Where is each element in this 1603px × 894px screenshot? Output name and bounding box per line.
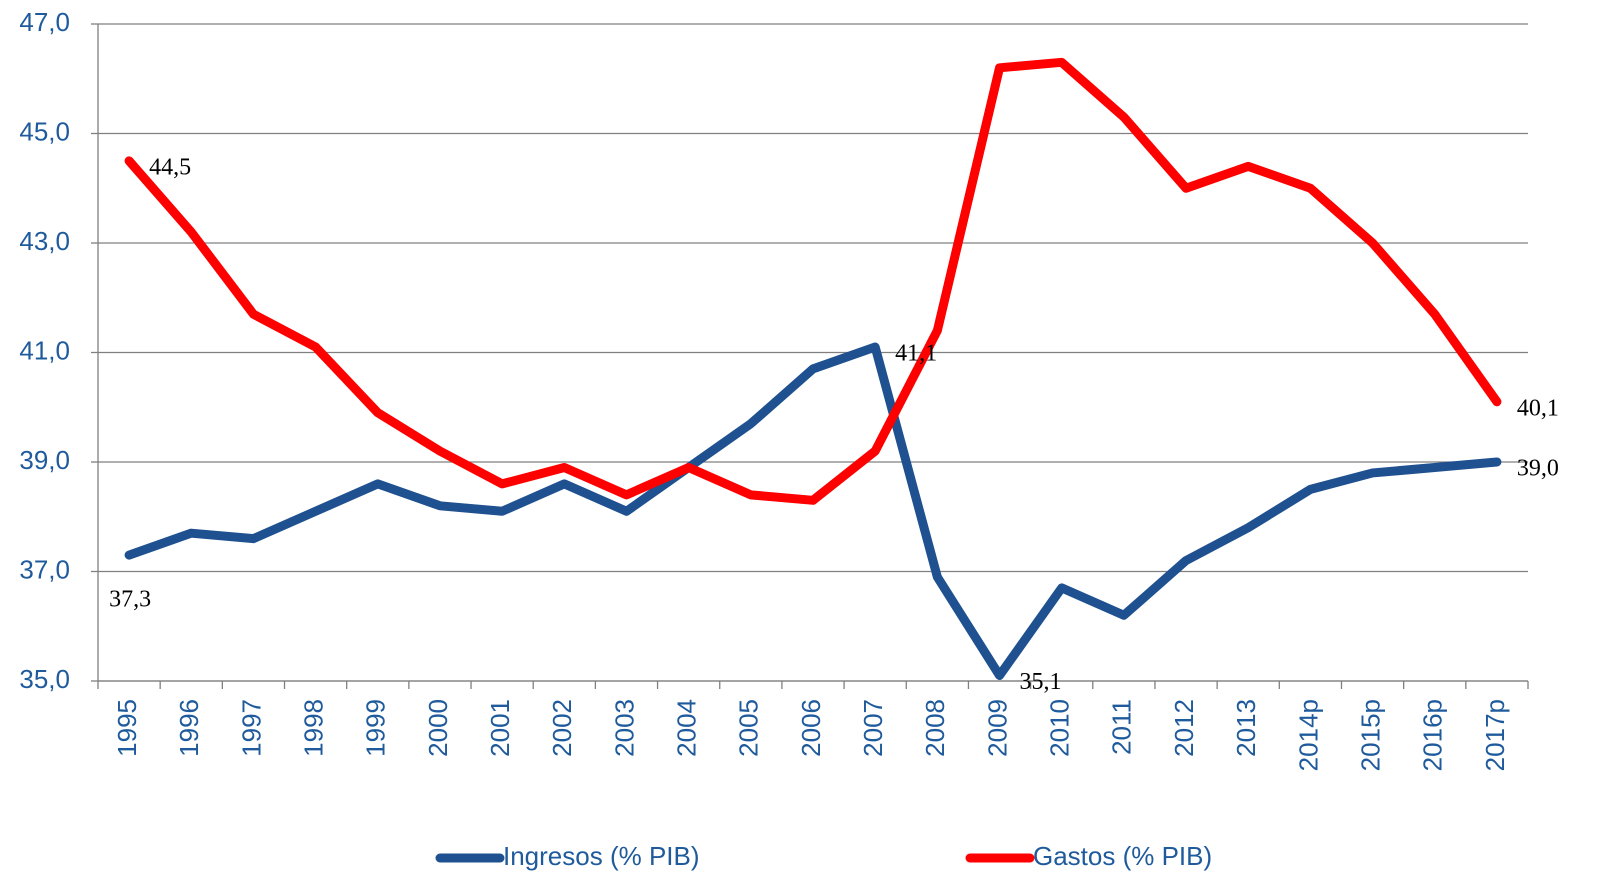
y-tick-label: 37,0 bbox=[19, 554, 70, 584]
x-tick-label: 2013 bbox=[1231, 699, 1261, 757]
x-tick-label: 2006 bbox=[796, 699, 826, 757]
x-tick-label: 1997 bbox=[236, 699, 266, 757]
x-tick-label: 2014p bbox=[1293, 699, 1323, 771]
y-tick-label: 41,0 bbox=[19, 335, 70, 365]
x-tick-label: 2007 bbox=[858, 699, 888, 757]
y-tick-label: 43,0 bbox=[19, 226, 70, 256]
value-label: 41,1 bbox=[895, 341, 937, 367]
x-tick-label: 2012 bbox=[1169, 699, 1199, 757]
x-tick-label: 2002 bbox=[547, 699, 577, 757]
x-tick-label: 2000 bbox=[423, 699, 453, 757]
value-label: 35,1 bbox=[1020, 669, 1062, 695]
x-tick-label: 2011 bbox=[1107, 699, 1137, 755]
value-label: 39,0 bbox=[1517, 456, 1559, 482]
x-tick-label: 2005 bbox=[734, 699, 764, 757]
x-tick-label: 2009 bbox=[982, 699, 1012, 757]
x-tick-label: 1999 bbox=[361, 699, 391, 757]
series-line bbox=[124, 342, 1502, 681]
x-tick-label: 1995 bbox=[112, 699, 142, 757]
value-label: 44,5 bbox=[149, 154, 191, 180]
x-tick-label: 1998 bbox=[298, 699, 328, 757]
x-tick-label: 2008 bbox=[920, 699, 950, 757]
value-label: 37,3 bbox=[109, 587, 151, 613]
x-tick-label: 1996 bbox=[174, 699, 204, 757]
y-tick-label: 45,0 bbox=[19, 116, 70, 146]
x-tick-label: 2015p bbox=[1355, 699, 1385, 771]
value-label: 40,1 bbox=[1517, 395, 1559, 421]
legend-label: Gastos (% PIB) bbox=[1033, 841, 1212, 871]
x-tick-label: 2001 bbox=[485, 699, 515, 757]
y-tick-label: 35,0 bbox=[19, 664, 70, 694]
legend-label: Ingresos (% PIB) bbox=[503, 841, 700, 871]
y-tick-label: 39,0 bbox=[19, 445, 70, 475]
x-tick-label: 2004 bbox=[672, 699, 702, 757]
series-line bbox=[124, 57, 1502, 505]
x-tick-label: 2003 bbox=[609, 699, 639, 757]
x-tick-label: 2016p bbox=[1418, 699, 1448, 771]
x-tick-label: 2010 bbox=[1045, 699, 1075, 757]
y-tick-label: 47,0 bbox=[19, 7, 70, 37]
x-tick-label: 2017p bbox=[1480, 699, 1510, 771]
